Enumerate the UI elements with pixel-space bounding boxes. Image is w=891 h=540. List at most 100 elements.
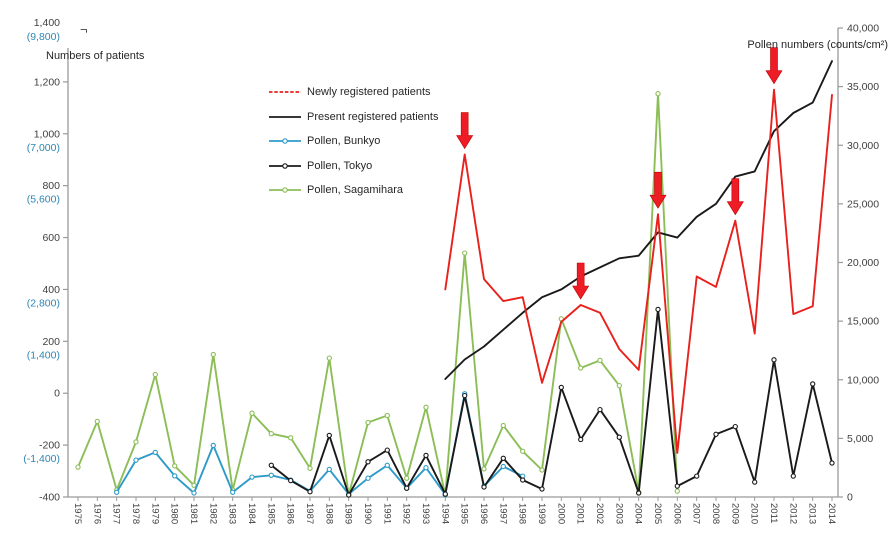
x-axis-year-label: 2001 (575, 503, 586, 524)
x-axis-year-label: 1992 (401, 503, 412, 524)
right-axis-title: Pollen numbers (counts/cm²) (747, 39, 888, 51)
series-marker (249, 410, 255, 416)
series-marker (539, 486, 545, 492)
x-axis-year-label: 2000 (555, 503, 566, 524)
right-axis-tick-label: 15,000 (847, 316, 879, 328)
x-axis-year-label: 1977 (111, 503, 122, 524)
series-line-pollen-tokyo (270, 308, 833, 496)
series-marker (442, 491, 448, 497)
series-marker (288, 477, 294, 484)
series-line-present-registered-patients (444, 60, 833, 380)
series-marker (326, 432, 332, 439)
right-axis-tick-label: 0 (847, 492, 853, 504)
series-marker (326, 355, 332, 361)
series-marker (307, 465, 313, 471)
series-marker (423, 465, 429, 471)
series-marker (365, 459, 371, 465)
series-marker (94, 418, 100, 425)
x-axis-year-label: 1987 (304, 503, 315, 524)
series-marker (674, 488, 680, 494)
series-marker (578, 365, 584, 371)
left-axis-tick-label: 1,200 (34, 76, 60, 88)
series-marker (152, 449, 158, 456)
series-marker (616, 434, 622, 440)
series-marker (210, 351, 216, 358)
left-axis-tick-label: 400 (42, 284, 60, 296)
series-marker (500, 455, 506, 461)
series-marker (636, 490, 642, 496)
series-marker (539, 467, 545, 473)
series-marker (249, 474, 255, 480)
series-marker (462, 392, 468, 399)
series-marker (384, 447, 390, 453)
left-axis-secondary-tick-label: (2,800) (27, 297, 60, 309)
series-marker (423, 404, 429, 410)
left-axis-secondary-tick-label: (9,800) (27, 31, 60, 43)
series-marker (462, 250, 468, 256)
series-marker (230, 489, 236, 495)
left-axis-tick-label: 0 (54, 388, 60, 400)
x-axis-year-label: 2006 (671, 503, 682, 524)
series-marker (481, 466, 487, 472)
left-axis-secondary-tick-label: (-1,400) (23, 453, 60, 465)
x-axis-year-label: 1989 (343, 503, 354, 524)
legend-swatch (269, 187, 301, 194)
x-axis-year-label: 2012 (787, 503, 798, 524)
annotation-arrow-1995 (456, 112, 474, 150)
legend-item-pollen-tokyo: Pollen, Tokyo (268, 154, 438, 179)
x-axis-year-label: 1979 (149, 503, 160, 524)
right-axis-tick-label: 20,000 (847, 257, 879, 269)
x-axis-year-label: 2010 (749, 503, 760, 524)
series-marker (172, 463, 178, 469)
series-marker (674, 483, 680, 489)
series-marker (829, 460, 835, 466)
series-marker (210, 442, 216, 449)
series-marker (346, 492, 352, 498)
x-axis-year-label: 1986 (285, 503, 296, 524)
x-axis-year-label: 1984 (246, 503, 257, 524)
x-axis-year-label: 2014 (826, 503, 837, 524)
x-axis-year-label: 1975 (72, 503, 83, 524)
series-marker (404, 475, 410, 481)
series-marker (500, 463, 506, 470)
series-marker (384, 462, 390, 468)
x-axis-year-label: 1978 (130, 503, 141, 524)
series-marker (172, 473, 178, 479)
series-marker (268, 472, 274, 478)
series-marker (133, 457, 139, 463)
left-axis-secondary-tick-label: (7,000) (27, 142, 60, 154)
series-marker (384, 412, 390, 419)
series-marker (558, 384, 564, 391)
left-axis-tick-label: 600 (42, 232, 60, 244)
series-marker (365, 475, 371, 481)
series-marker (75, 464, 81, 470)
series-line-pollen-sagamihara (77, 92, 679, 496)
x-axis-year-label: 1990 (362, 503, 373, 524)
series-marker (191, 482, 197, 488)
legend-swatch (269, 162, 301, 169)
right-axis-tick-label: 40,000 (847, 23, 879, 35)
series-marker (578, 436, 584, 443)
series-marker (404, 485, 410, 491)
x-axis-year-label: 1976 (91, 503, 102, 524)
series-marker (520, 477, 526, 483)
series-marker (616, 382, 622, 389)
legend-label: Present registered patients (307, 110, 439, 123)
legend-swatch (269, 138, 301, 145)
x-axis-year-label: 2004 (633, 503, 644, 524)
x-axis-year-label: 1981 (188, 503, 199, 524)
x-axis-year-label: 1996 (478, 503, 489, 524)
series-marker (365, 419, 371, 426)
left-axis-tick-label: -400 (39, 492, 60, 504)
series-marker (713, 431, 719, 437)
x-axis-year-label: 1998 (517, 503, 528, 524)
series-marker (268, 462, 274, 468)
legend-swatch (269, 91, 301, 94)
series-marker (810, 381, 816, 387)
series-marker (423, 452, 429, 459)
legend-swatch (269, 115, 301, 118)
series-marker (133, 439, 139, 445)
series-marker (520, 448, 526, 454)
series-marker (500, 422, 506, 429)
